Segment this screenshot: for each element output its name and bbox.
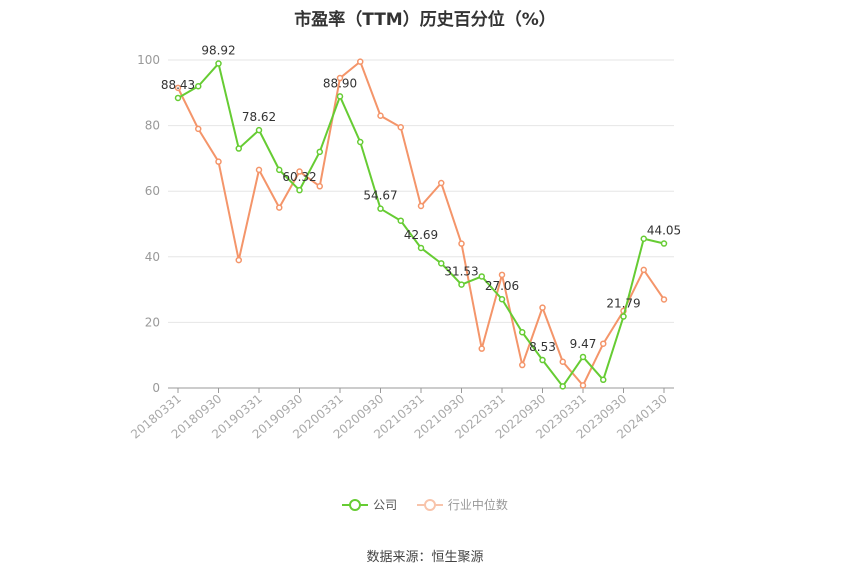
data-point [600, 340, 607, 347]
data-labels: 88.43 98.92 78.62 60.32 88.90 54.67 42.69 31.53… [161, 44, 681, 354]
series-lines [174, 58, 668, 390]
data-label: 88.43 [161, 78, 195, 92]
data-point [174, 84, 182, 92]
legend-label-industry-median: 行业中位数 [447, 498, 508, 512]
data-point [316, 183, 323, 190]
data-label: 8.53 [529, 340, 556, 354]
data-point [397, 123, 404, 131]
data-point [276, 204, 283, 211]
data-point [539, 356, 546, 364]
data-label: 27.06 [485, 279, 519, 293]
data-label: 31.53 [444, 265, 478, 279]
data-point [336, 74, 344, 82]
data-point [235, 256, 242, 264]
data-point [458, 240, 465, 247]
data-point [640, 235, 647, 243]
data-point [215, 158, 222, 165]
data-label: 60.32 [282, 170, 316, 184]
data-label: 88.90 [323, 76, 357, 90]
data-point [255, 166, 263, 174]
data-label: 21.79 [606, 297, 640, 311]
data-label: 44.05 [647, 224, 681, 238]
data-point [458, 281, 465, 288]
data-point [519, 361, 526, 369]
legend-marker-industry-median [416, 498, 443, 512]
data-point [195, 125, 202, 133]
data-point [195, 82, 202, 90]
data-point [478, 345, 485, 352]
data-point [174, 94, 182, 102]
legend-marker-company [342, 498, 369, 512]
legend-item-company[interactable]: 公司 [342, 496, 397, 513]
data-point [316, 148, 323, 156]
data-point [579, 382, 587, 389]
data-point [417, 202, 425, 210]
y-tick-label: 40 [145, 250, 160, 264]
data-point [215, 60, 222, 67]
legend-label-company: 公司 [373, 498, 398, 512]
y-tick-label: 0 [152, 381, 160, 395]
data-label: 78.62 [242, 110, 276, 124]
data-point [417, 244, 425, 252]
data-point [438, 179, 445, 187]
data-point [377, 205, 384, 212]
data-point [600, 376, 607, 384]
data-label: 98.92 [201, 44, 235, 58]
data-point [438, 260, 445, 267]
data-point [478, 273, 485, 280]
data-source: 数据来源：恒生聚源 [366, 550, 484, 565]
data-point [660, 296, 668, 303]
data-point [620, 313, 627, 320]
data-label: 54.67 [363, 189, 397, 203]
data-point [336, 93, 344, 100]
data-point [357, 138, 364, 146]
y-tick-label: 20 [145, 315, 160, 329]
data-label: 9.47 [570, 337, 597, 351]
data-point [255, 126, 263, 134]
data-point [559, 358, 566, 366]
data-point [640, 266, 647, 274]
y-tick-label: 80 [145, 119, 160, 133]
data-point [539, 304, 546, 311]
data-label: 42.69 [404, 228, 438, 242]
grid-lines [168, 59, 674, 323]
axes: 0204060801002018033120180930201903312019… [128, 53, 674, 442]
data-point [357, 58, 364, 65]
y-tick-label: 100 [137, 53, 160, 67]
data-point [498, 295, 506, 303]
chart-title: 市盈率（TTM）历史百分位（%） [294, 10, 556, 30]
data-point [397, 217, 404, 224]
data-point [296, 186, 303, 194]
data-point [519, 328, 526, 336]
data-point [498, 271, 506, 279]
data-point [660, 240, 668, 247]
legend: 公司 行业中位数 [0, 496, 850, 515]
data-point [377, 112, 384, 120]
data-point [579, 353, 587, 361]
data-point [235, 145, 242, 152]
data-point [296, 168, 303, 175]
data-point [276, 166, 283, 174]
legend-item-industry-median[interactable]: 行业中位数 [416, 496, 508, 513]
data-point [559, 383, 566, 390]
y-tick-label: 60 [145, 184, 160, 198]
